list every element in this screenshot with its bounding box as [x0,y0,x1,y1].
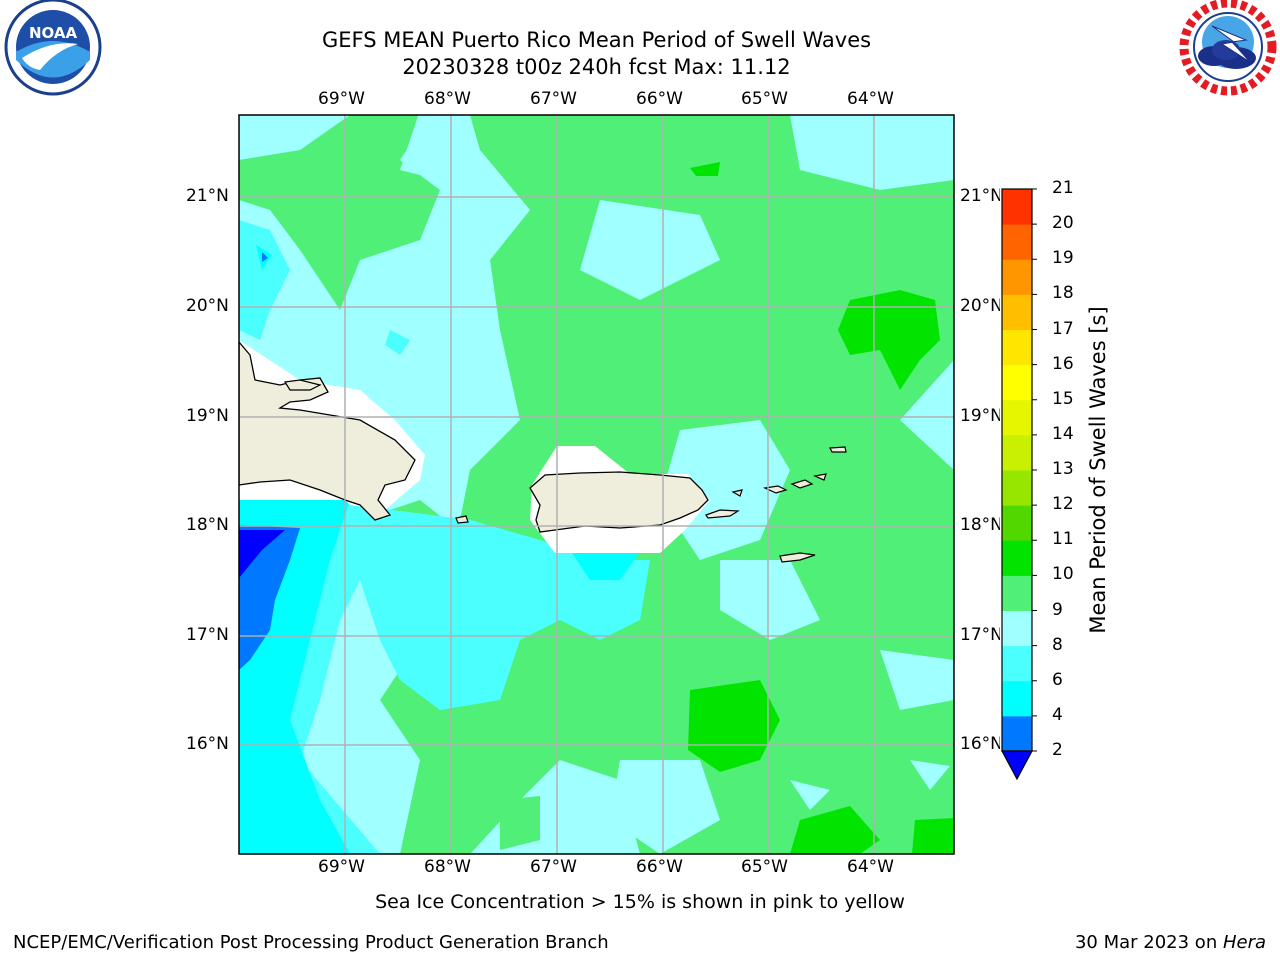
lat-lon-grid [239,115,954,854]
colorbar-bar [1000,185,1037,785]
lon-label-bottom-67w: 67°W [530,857,577,877]
colorbar-tick-label-6: 6 [1052,669,1063,690]
colorbar-title: Mean Period of Swell Waves [s] [1086,306,1110,634]
st-croix-island [779,552,816,563]
lon-label-bottom-65w: 65°W [741,857,788,877]
swell-period-below-2-region [239,530,285,578]
lat-label-left-21n: 21°N [186,186,229,206]
lon-label-top-65w: 65°W [741,89,788,109]
colorbar-segment-11-12 [1002,505,1032,541]
map-subtitle: 20230328 t00z 240h fcst Max: 11.12 [402,55,791,79]
colorbar-segment-18-19 [1002,259,1032,295]
colorbar-segment-4-6 [1002,680,1032,717]
colorbar-tick-label-2: 2 [1052,740,1063,760]
colorbar-tick-label-8: 8 [1052,634,1063,655]
colorbar-segment-17-18 [1002,294,1032,330]
colorbar-tick-label-21: 21 [1052,178,1074,198]
lon-label-bottom-68w: 68°W [424,857,471,877]
lat-label-left-16n: 16°N [186,734,229,754]
lat-label-right-21n: 21°N [960,186,1003,206]
lon-label-top-67w: 67°W [530,89,577,109]
colorbar-segment-9-10 [1002,575,1032,611]
lon-label-bottom-64w: 64°W [847,857,894,877]
lon-label-top-69w: 69°W [318,89,365,109]
credit-right: 30 Mar 2023 on Hera [1075,932,1266,953]
tortola-island [790,479,814,489]
colorbar-tick-label-20: 20 [1052,213,1074,234]
culebra-island [731,489,743,497]
colorbar-tick-label-19: 19 [1052,248,1074,269]
credit-date: 30 Mar 2023 on [1074,932,1223,953]
credit-left: NCEP/EMC/Verification Post Processing Pr… [13,932,609,953]
colorbar-tick-label-16: 16 [1052,353,1074,374]
colorbar-segment-20-21 [1002,189,1032,225]
lat-label-right-18n: 18°N [960,515,1003,535]
colorbar-segment-16-17 [1002,329,1032,366]
svg-text:NOAA: NOAA [29,24,78,42]
lat-label-right-16n: 16°N [960,734,1003,754]
colorbar-tick-label-14: 14 [1052,423,1074,444]
mona-island [455,515,469,524]
lon-label-bottom-66w: 66°W [636,857,683,877]
anegada-island [829,446,847,453]
swell-period-6-8-regions [239,220,650,854]
lat-label-left-20n: 20°N [186,296,229,316]
colorbar-segment-19-20 [1002,224,1032,260]
noaa-logo-icon: NOAA [4,0,102,96]
colorbar-tick-label-4: 4 [1052,704,1063,725]
colorbar-tick-label-12: 12 [1052,494,1074,515]
colorbar-tick-label-17: 17 [1052,318,1074,339]
colorbar-tick-label-9: 9 [1052,599,1063,620]
colorbar-segment-8-9 [1002,610,1032,647]
credit-host: Hera [1222,932,1266,953]
colorbar-tick-label-15: 15 [1052,388,1074,409]
colorbar-tick-label-10: 10 [1052,564,1074,585]
lat-label-left-19n: 19°N [186,406,229,426]
colorbar-segment-13-14 [1002,434,1032,471]
swell-period-2-4-region [239,252,300,670]
map-area [239,115,954,854]
colorbar-segment-10-11 [1002,540,1032,576]
colorbar-segment-14-15 [1002,399,1032,436]
lon-label-bottom-69w: 69°W [318,857,365,877]
lon-label-top-64w: 64°W [847,89,894,109]
lat-label-right-20n: 20°N [960,296,1003,316]
vieques-island [705,509,740,519]
map-title: GEFS MEAN Puerto Rico Mean Period of Swe… [321,28,872,52]
virgin-gorda-island [812,473,827,481]
sea-ice-note: Sea Ice Concentration > 15% is shown in … [375,891,905,913]
lon-label-top-68w: 68°W [424,89,471,109]
lat-label-left-17n: 17°N [186,625,229,645]
colorbar-tick-label-11: 11 [1052,529,1074,550]
lat-label-right-19n: 19°N [960,406,1003,426]
colorbar-segment-6-8 [1002,645,1032,682]
colorbar-segment-2-4 [1002,715,1032,752]
hispaniola-land [239,340,416,521]
colorbar-segment-12-13 [1002,470,1032,506]
colorbar-tick-label-18: 18 [1052,283,1074,304]
tortuga-island [283,379,322,391]
nws-logo-icon [1179,0,1277,96]
colorbar-tick-label-13: 13 [1052,459,1074,479]
swell-period-8-9-patches [400,115,954,854]
lat-label-right-17n: 17°N [960,625,1003,645]
colorbar-segment-15-16 [1002,364,1032,401]
lat-label-left-18n: 18°N [186,515,229,535]
st-thomas-island [762,485,788,494]
map-frame [238,114,955,855]
swell-period-10-11-regions [688,162,954,854]
lon-label-top-66w: 66°W [636,89,683,109]
